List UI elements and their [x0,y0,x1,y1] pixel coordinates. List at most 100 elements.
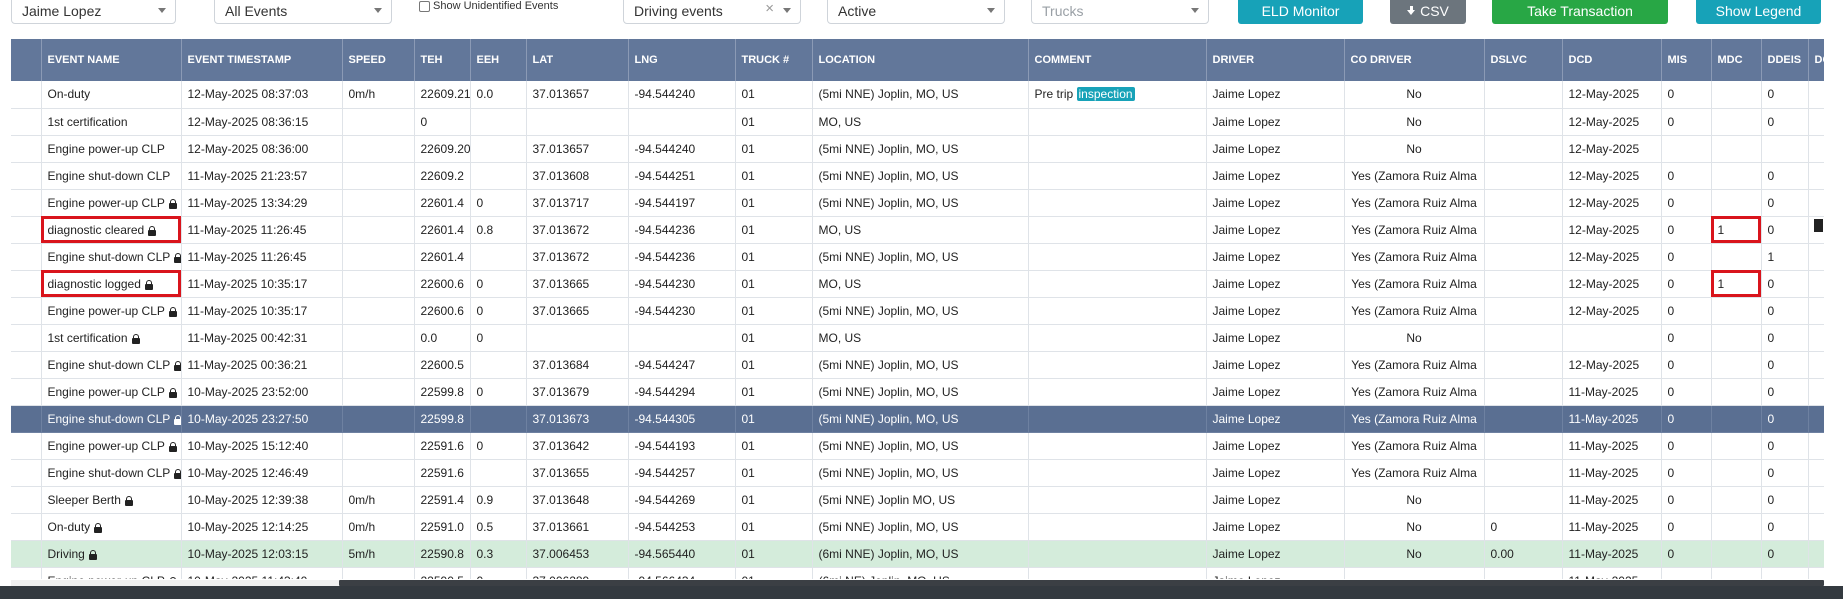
eld-monitor-button[interactable]: ELD Monitor [1238,0,1363,24]
cell-codriver: Yes (Zamora Ruiz Alma [1344,216,1485,244]
cell-location: MO, US [812,270,1029,298]
column-header[interactable]: MDC [1711,39,1762,81]
cell-ts: 10-May-2025 15:12:40 [181,432,343,460]
trucks-select[interactable]: Trucks [1031,0,1209,24]
table-row[interactable]: Engine shut-down CLP 11-May-2025 00:36:21… [11,351,1824,379]
row-select-cell[interactable] [11,135,42,163]
column-header[interactable]: CO DRIVER [1344,39,1485,81]
row-select-cell[interactable] [11,297,42,325]
cell-driver: Jaime Lopez [1206,540,1345,568]
cell-ts: 10-May-2025 12:46:49 [181,459,343,487]
vertical-scrollbar[interactable] [1814,219,1823,232]
row-select-cell[interactable] [11,189,42,217]
cell-dcv [1808,324,1824,352]
row-select-cell[interactable] [11,81,42,109]
row-select-cell[interactable] [11,351,42,379]
row-select-cell[interactable] [11,216,42,244]
column-header[interactable]: DSLVC [1484,39,1563,81]
status-select[interactable]: Active [827,0,1005,24]
table-row[interactable]: diagnostic cleared 11-May-2025 11:26:45 22… [11,216,1824,244]
table-row[interactable]: Engine power-up CLP 11-May-2025 10:35:17 2… [11,297,1824,325]
column-header[interactable]: EVENT NAME [41,39,182,81]
column-header[interactable]: DRIVER [1206,39,1345,81]
table-row[interactable]: Sleeper Berth 10-May-2025 12:39:38 0m/h 225… [11,486,1824,514]
driver-select[interactable]: Jaime Lopez [11,0,176,24]
row-select-cell[interactable] [11,162,42,190]
column-header[interactable]: DDEIS [1761,39,1809,81]
cell-dslvc [1484,189,1563,217]
table-row[interactable]: Driving 10-May-2025 12:03:15 5m/h 22590.8 0.… [11,540,1824,568]
lng-value: -94.566434 [635,574,696,580]
horizontal-scrollbar-thumb[interactable] [339,580,1824,586]
column-header[interactable]: LAT [526,39,629,81]
table-row[interactable]: Engine shut-down CLP 10-May-2025 12:46:49… [11,459,1824,487]
table-row[interactable]: Engine power-up CLP 10-May-2025 11:43:40 2… [11,567,1824,579]
csv-button[interactable]: CSV [1390,0,1466,24]
table-row[interactable]: On-duty 12-May-2025 08:37:03 0m/h 22609.21 0… [11,81,1824,109]
table-row[interactable]: 1st certification 11-May-2025 00:42:31 0.0… [11,324,1824,352]
row-select-cell[interactable] [11,243,42,271]
column-header[interactable]: EEH [470,39,527,81]
row-select-cell[interactable] [11,378,42,406]
cell-comment [1028,432,1207,460]
ts-value: 12-May-2025 08:36:15 [187,114,309,129]
table-row[interactable]: 1st certification 12-May-2025 08:36:15 0 01… [11,108,1824,136]
column-header[interactable]: LOCATION [812,39,1029,81]
row-select-cell[interactable] [11,513,42,541]
cell-teh: 22599.8 [414,378,471,406]
show-unidentified-checkbox[interactable]: Show Unidentified Events [419,0,558,12]
row-select-cell[interactable] [11,459,42,487]
table-row[interactable]: Engine power-up CLP 10-May-2025 15:12:40 2… [11,432,1824,460]
column-header[interactable]: TEH [414,39,471,81]
clear-icon[interactable]: × [765,0,774,17]
column-header[interactable]: MIS [1661,39,1712,81]
table-row[interactable]: diagnostic logged 11-May-2025 10:35:17 226… [11,270,1824,298]
column-header[interactable]: LNG [628,39,736,81]
row-select-cell[interactable] [11,324,42,352]
cell-lng: -94.544193 [628,432,736,460]
event-name: diagnostic cleared [47,222,145,237]
table-row[interactable]: Engine shut-down CLP 11-May-2025 21:23:57… [11,162,1824,190]
cell-lng: -94.565440 [628,540,736,568]
cell-speed: 0m/h [342,513,415,541]
cell-dslvc [1484,405,1563,433]
checkbox-icon[interactable] [419,0,430,12]
cell-lat [526,324,629,352]
cell-lng: -94.544240 [628,81,736,109]
row-select-cell[interactable] [11,486,42,514]
row-select-cell[interactable] [11,567,42,579]
row-select-cell[interactable] [11,405,42,433]
table-row[interactable]: Engine power-up CLP 11-May-2025 13:34:29 2… [11,189,1824,217]
events-select[interactable]: All Events [214,0,392,24]
row-select-cell[interactable] [11,432,42,460]
row-select-cell[interactable] [11,540,42,568]
column-header[interactable]: SPEED [342,39,415,81]
show-unidentified-label: Show Unidentified Events [433,0,559,12]
driver-value: Jaime Lopez [1212,87,1281,102]
table-row[interactable]: Engine power-up CLP 12-May-2025 08:36:00 2… [11,135,1824,163]
column-header[interactable]: COMMENT [1028,39,1207,81]
column-header[interactable]: EVENT TIMESTAMP [181,39,343,81]
cell-mdc [1711,162,1762,190]
take-transaction-button[interactable]: Take Transaction [1492,0,1668,24]
table-row[interactable]: On-duty 10-May-2025 12:14:25 0m/h 22591.0 0.… [11,513,1824,541]
eeh-value: 0.9 [476,492,494,507]
lock-icon [94,522,103,533]
column-header[interactable]: TRUCK # [735,39,813,81]
codriver-value: No [1406,87,1422,102]
row-select-cell[interactable] [11,108,42,136]
location-value: (5mi NNE) Joplin, MO, US [818,384,959,399]
table-row[interactable]: Engine shut-down CLP 10-May-2025 23:27:50… [11,405,1824,433]
table-row[interactable]: Engine shut-down CLP 11-May-2025 11:26:45… [11,243,1824,271]
row-select-cell[interactable] [11,270,42,298]
ddeis-value: 0 [1767,357,1775,372]
cell-comment [1028,162,1207,190]
driver-value: Jaime Lopez [1212,519,1281,534]
show-legend-button[interactable]: Show Legend [1696,0,1821,24]
event-type-select[interactable]: Driving events × [623,0,801,24]
column-header[interactable]: DCD [1562,39,1662,81]
table-row[interactable]: Engine power-up CLP 10-May-2025 23:52:00 2… [11,378,1824,406]
cell-codriver: No [1344,486,1485,514]
column-header[interactable]: DCV [1808,39,1824,81]
event-type-select-value: Driving events [634,3,723,19]
